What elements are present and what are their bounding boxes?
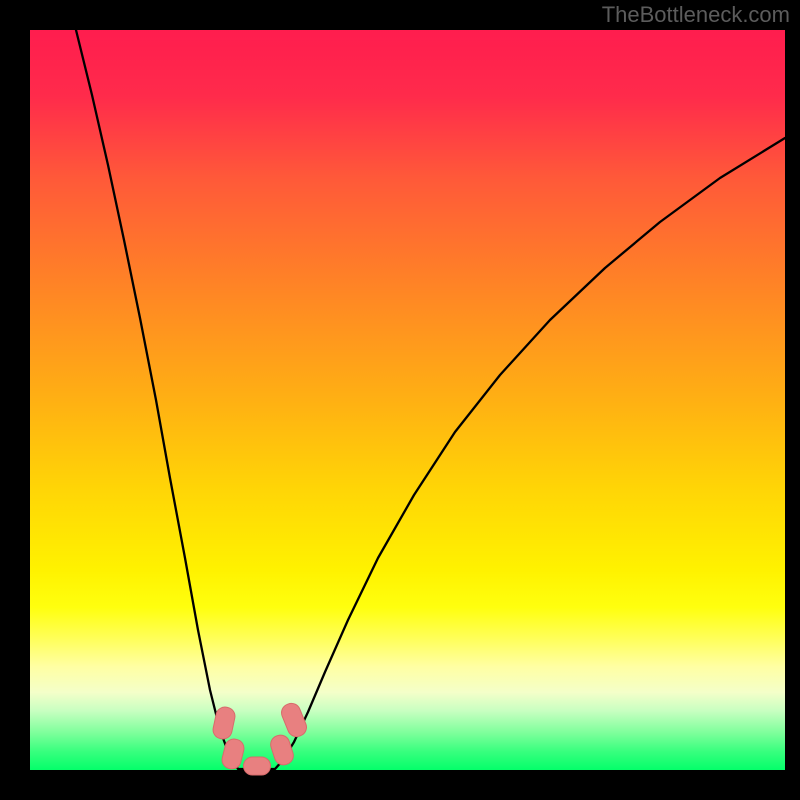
gradient-plot-area [30,30,785,770]
watermark-text: TheBottleneck.com [602,2,790,28]
curve-marker-2 [244,757,271,775]
bottleneck-chart [0,0,800,800]
